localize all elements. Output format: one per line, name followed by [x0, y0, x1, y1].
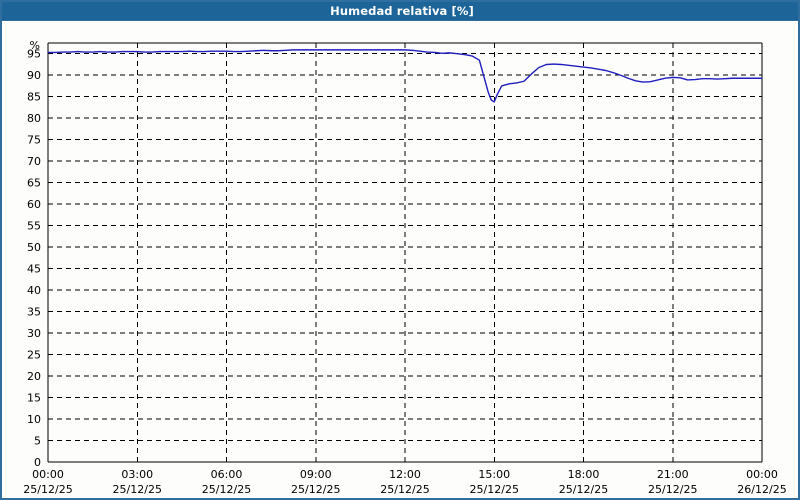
x-tick-date-label: 25/12/25	[291, 483, 340, 496]
y-tick-label: 30	[27, 327, 41, 340]
y-tick-label: 40	[27, 284, 41, 297]
y-axis-ticks: 0 5 10 15 20 25 30 35 40 45 50 55 60 65 70 75 80 85 90 95	[27, 48, 53, 469]
x-gridlines	[136, 43, 674, 462]
x-tick-date-label: 25/12/25	[648, 483, 697, 496]
y-axis-unit-label: %	[30, 39, 40, 52]
y-tick-label: 0	[34, 456, 41, 469]
y-tick-label: 45	[27, 263, 41, 276]
y-tick-label: 85	[27, 91, 41, 104]
y-tick-label: 75	[27, 134, 41, 147]
y-tick-label: 10	[27, 413, 41, 426]
x-tick-time-label: 03:00	[121, 468, 153, 481]
y-tick-label: 5	[34, 435, 41, 448]
x-axis-ticks: 00:00 25/12/25 03:00 25/12/25 06:00 25/12/25 0…	[23, 457, 787, 496]
x-tick-time-label: 18:00	[568, 468, 600, 481]
x-tick-date-label: 25/12/25	[202, 483, 251, 496]
y-tick-label: 50	[27, 241, 41, 254]
plot-background	[2, 21, 798, 498]
y-tick-label: 90	[27, 69, 41, 82]
y-gridlines	[48, 53, 762, 442]
y-tick-label: 15	[27, 392, 41, 405]
y-tick-label: 35	[27, 306, 41, 319]
x-tick-time-label: 21:00	[657, 468, 689, 481]
data-series-layer	[47, 49, 763, 103]
y-tick-label: 25	[27, 349, 41, 362]
x-tick-time-label: 06:00	[211, 468, 243, 481]
x-tick-time-label: 00:00	[32, 468, 64, 481]
humidity-line-chart: 0 5 10 15 20 25 30 35 40 45 50 55 60 65 70 75 80 85 90 95 0…	[2, 21, 798, 498]
x-tick-time-label: 12:00	[389, 468, 421, 481]
y-tick-label: 70	[27, 155, 41, 168]
x-tick-date-label: 26/12/25	[737, 483, 786, 496]
y-tick-label: 80	[27, 112, 41, 125]
x-tick-date-label: 25/12/25	[470, 483, 519, 496]
y-tick-label: 60	[27, 198, 41, 211]
x-tick-date-label: 25/12/25	[113, 483, 162, 496]
y-tick-label: 55	[27, 220, 41, 233]
y-tick-label: 95	[27, 48, 41, 61]
x-tick-date-label: 25/12/25	[380, 483, 429, 496]
x-tick-time-label: 00:00	[746, 468, 778, 481]
data-line-humedad-relativa	[47, 49, 763, 103]
y-tick-label: 65	[27, 177, 41, 190]
plot-canvas: 0 5 10 15 20 25 30 35 40 45 50 55 60 65 70 75 80 85 90 95 0…	[2, 21, 798, 498]
x-tick-date-label: 25/12/25	[23, 483, 72, 496]
x-tick-time-label: 15:00	[478, 468, 510, 481]
x-tick-date-label: 25/12/25	[559, 483, 608, 496]
chart-title: Humedad relativa [%]	[330, 4, 474, 18]
title-bar: Humedad relativa [%]	[2, 2, 798, 21]
y-tick-label: 20	[27, 370, 41, 383]
x-tick-time-label: 09:00	[300, 468, 332, 481]
